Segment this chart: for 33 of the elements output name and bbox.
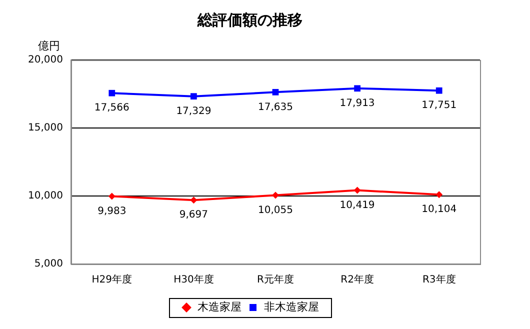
x-tick-label: R3年度 xyxy=(422,274,456,286)
x-tick-label: R元年度 xyxy=(257,274,294,286)
chart-title: 総評価額の推移 xyxy=(196,10,302,29)
point xyxy=(190,196,198,204)
point xyxy=(436,87,442,94)
point xyxy=(272,192,279,199)
point xyxy=(272,88,279,96)
data-label: 17,913 xyxy=(340,98,375,109)
point xyxy=(108,192,116,200)
point xyxy=(354,186,361,194)
x-tick-label: H29年度 xyxy=(92,274,132,286)
y-tick-label: 20,000 xyxy=(28,54,63,66)
y-tick-label: 10,000 xyxy=(28,190,63,202)
y-tick-label: 15,000 xyxy=(28,122,63,134)
data-label: 9,697 xyxy=(179,210,208,221)
x-tick-label: R2年度 xyxy=(340,274,374,286)
data-label: 10,055 xyxy=(258,204,293,216)
point xyxy=(108,90,116,96)
y-tick-label: 5,000 xyxy=(34,258,63,270)
legend-label: 木造家屋 xyxy=(198,300,242,314)
legend-label: 非木造家屋 xyxy=(264,300,319,314)
data-label: 9,983 xyxy=(98,206,126,217)
data-label: 17,635 xyxy=(258,102,293,113)
point xyxy=(436,191,443,198)
x-tick-label: H30年度 xyxy=(174,274,214,286)
data-label: 17,566 xyxy=(94,102,130,114)
data-label: 17,329 xyxy=(176,106,212,117)
y-axis-title: 億円 xyxy=(38,39,60,52)
data-label: 10,104 xyxy=(422,204,457,216)
point xyxy=(354,85,360,92)
point xyxy=(190,93,197,100)
data-label: 10,419 xyxy=(340,200,375,211)
data-label: 17,751 xyxy=(422,100,457,112)
